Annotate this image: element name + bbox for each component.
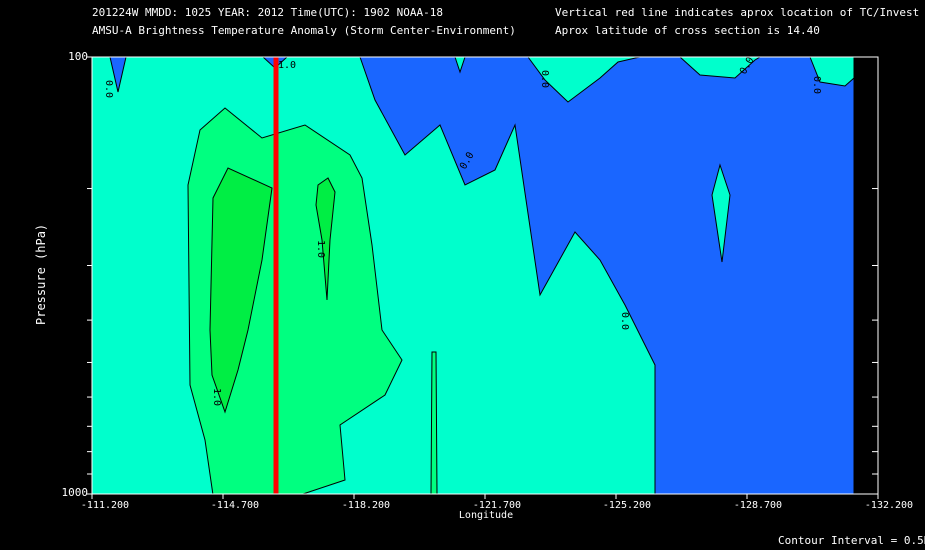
x-tick-label-4: -121.700 — [472, 500, 522, 511]
x-tick-label-3: -118.200 — [341, 500, 391, 511]
contour-label-9: 0.0 — [811, 76, 822, 94]
header-line2-right: Aprox latitude of cross section is 14.40 — [555, 24, 820, 37]
header-line1-right: Vertical red line indicates aprox locati… — [555, 6, 920, 19]
x-tick-label-2: -114.700 — [210, 500, 260, 511]
plot-area: 0.0 1.0 1.0 1.0 0.0 0.0 0.0 0.0 0.0 — [91, 55, 879, 496]
header-line1-left: 201224W MMDD: 1025 YEAR: 2012 Time(UTC):… — [92, 6, 443, 19]
x-axis-label: Longitude — [458, 510, 514, 521]
contour-label-2: 1.0 — [278, 60, 296, 71]
contour-label-5: 0.0 — [539, 70, 550, 88]
fill-thin-spike — [430, 351, 438, 495]
header-line2-left: AMSU-A Brightness Temperature Anomaly (S… — [92, 24, 516, 37]
y-tick-label-bottom: 1000 — [61, 486, 89, 499]
fill-cyan-spike — [711, 163, 731, 263]
y-axis-label: Pressure (hPa) — [34, 223, 48, 325]
contour-label-4: 1.0 — [211, 388, 222, 406]
x-tick-label-1: -111.200 — [80, 500, 130, 511]
fill-green-high — [209, 167, 273, 414]
fill-green-small — [315, 177, 336, 301]
contour-label-7: 0.0 — [619, 312, 630, 330]
contour-label-3: 1.0 — [315, 240, 326, 258]
axis-ticks — [87, 56, 879, 499]
x-tick-label-5: -125.200 — [602, 500, 652, 511]
y-tick-label-top: 100 — [68, 50, 88, 63]
x-tick-label-6: -128.700 — [733, 500, 783, 511]
contour-label-1: 0.0 — [103, 80, 114, 98]
contour-interval-note: Contour Interval = 0.5K — [778, 534, 925, 547]
x-tick-label-7: -132.200 — [864, 500, 914, 511]
